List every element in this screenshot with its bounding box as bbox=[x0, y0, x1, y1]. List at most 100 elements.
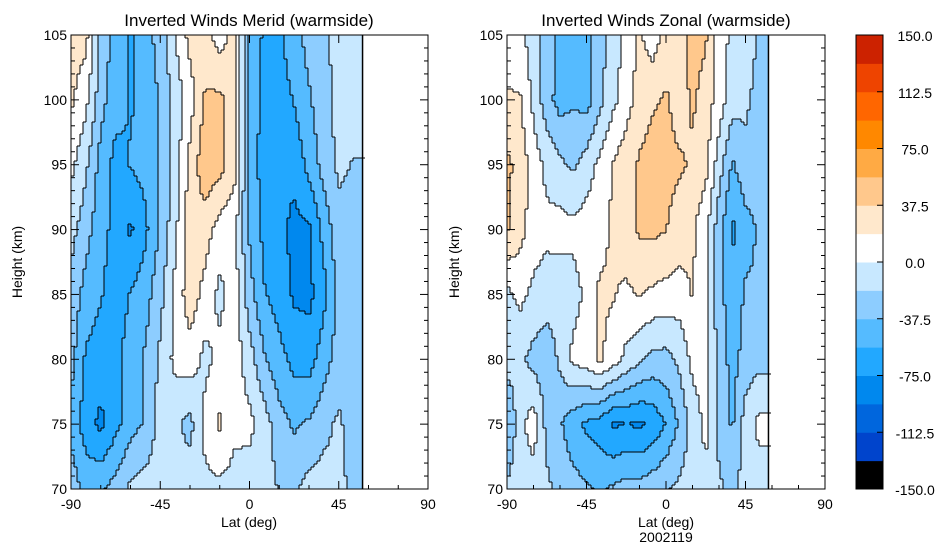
contour-cell bbox=[173, 350, 204, 354]
contour-cell bbox=[326, 287, 336, 291]
contour-line-segment bbox=[292, 101, 294, 104]
contour-cell bbox=[101, 134, 117, 138]
contour-line-segment bbox=[247, 122, 249, 125]
contour-line-segment bbox=[97, 38, 99, 41]
contour-cell bbox=[293, 104, 312, 108]
contour-cell bbox=[74, 161, 90, 165]
contour-line-segment bbox=[259, 218, 261, 221]
contour-line-segment bbox=[169, 173, 171, 176]
contour-cell bbox=[242, 242, 249, 246]
contour-cell bbox=[260, 50, 285, 54]
contour-line-segment bbox=[259, 53, 261, 56]
contour-cell bbox=[179, 56, 189, 60]
contour-cell bbox=[224, 44, 237, 48]
contour-line-segment bbox=[79, 302, 81, 305]
contour-cell bbox=[95, 176, 111, 180]
contour-cell bbox=[83, 62, 93, 66]
contour-line-segment bbox=[214, 182, 216, 185]
contour-line-segment bbox=[199, 134, 201, 137]
contour-cell bbox=[152, 452, 204, 456]
contour-cell bbox=[143, 350, 159, 354]
contour-line-segment bbox=[286, 356, 288, 359]
contour-line-segment bbox=[346, 173, 348, 176]
contour-cell bbox=[107, 230, 129, 234]
contour-cell bbox=[158, 344, 174, 348]
contour-cell bbox=[236, 143, 240, 147]
contour-cell bbox=[224, 470, 276, 474]
contour-line-segment bbox=[310, 182, 312, 185]
contour-line-segment bbox=[349, 161, 351, 164]
contour-line-segment bbox=[157, 89, 159, 92]
contour-line-segment bbox=[238, 320, 240, 323]
contour-cell bbox=[272, 440, 330, 444]
contour-cell bbox=[209, 191, 234, 195]
contour-line-segment bbox=[244, 281, 246, 284]
contour-line-segment bbox=[331, 74, 333, 77]
contour-cell bbox=[71, 368, 75, 372]
contour-line-segment bbox=[94, 203, 96, 206]
contour-line-segment bbox=[109, 197, 111, 200]
contour-cell bbox=[71, 131, 84, 135]
contour-line-segment bbox=[124, 329, 126, 332]
contour-cell bbox=[248, 221, 261, 225]
contour-line-segment bbox=[334, 416, 336, 419]
contour-cell bbox=[170, 146, 180, 150]
contour-line-segment bbox=[259, 326, 261, 329]
contour-line-segment bbox=[181, 137, 183, 140]
contour-cell bbox=[293, 302, 312, 306]
contour-line-segment bbox=[190, 134, 192, 137]
contour-cell bbox=[224, 164, 237, 168]
contour-cell bbox=[167, 59, 180, 63]
contour-line-segment bbox=[235, 74, 237, 77]
contour-line-segment bbox=[299, 139, 302, 141]
contour-line-segment bbox=[220, 173, 222, 176]
contour-line-segment bbox=[106, 251, 108, 254]
contour-cell bbox=[167, 245, 177, 249]
contour-cell bbox=[149, 317, 162, 321]
contour-line-segment bbox=[220, 320, 222, 323]
contour-cell bbox=[332, 98, 364, 102]
contour-line-segment bbox=[334, 164, 336, 167]
contour-line-segment bbox=[223, 113, 225, 116]
contour-line-segment bbox=[184, 197, 186, 200]
contour-cell bbox=[335, 320, 364, 324]
contour-line-segment bbox=[140, 187, 143, 189]
contour-cell bbox=[338, 176, 345, 180]
contour-line-segment bbox=[88, 77, 90, 80]
contour-cell bbox=[326, 284, 336, 288]
contour-cell bbox=[158, 176, 171, 180]
contour-line-segment bbox=[247, 92, 249, 95]
contour-line-segment bbox=[178, 161, 180, 164]
contour-line-segment bbox=[310, 251, 312, 254]
contour-cell bbox=[98, 62, 108, 66]
contour-line-segment bbox=[247, 206, 249, 209]
contour-cell bbox=[215, 290, 225, 294]
contour-line-segment bbox=[238, 62, 240, 65]
contour-line-segment bbox=[229, 194, 231, 197]
contour-line-segment bbox=[187, 50, 189, 53]
contour-cell bbox=[71, 239, 75, 243]
contour-cell bbox=[326, 299, 336, 303]
contour-cell bbox=[146, 224, 159, 228]
contour-cell bbox=[320, 332, 336, 336]
contour-cell bbox=[185, 266, 207, 270]
contour-cell bbox=[131, 440, 153, 444]
contour-cell bbox=[71, 203, 84, 207]
contour-cell bbox=[71, 305, 81, 309]
contour-cell bbox=[182, 425, 195, 429]
contour-cell bbox=[245, 50, 249, 54]
contour-line-segment bbox=[304, 65, 306, 68]
contour-cell bbox=[71, 125, 84, 129]
contour-cell bbox=[170, 188, 180, 192]
contour-cell bbox=[221, 50, 237, 54]
contour-line-segment bbox=[268, 416, 270, 419]
contour-line-segment bbox=[82, 362, 84, 365]
contour-line-segment bbox=[197, 175, 200, 177]
contour-line-segment bbox=[322, 317, 324, 320]
contour-line-segment bbox=[154, 251, 156, 254]
contour-cell bbox=[296, 110, 315, 114]
contour-line-segment bbox=[334, 320, 336, 323]
contour-cell bbox=[98, 68, 108, 72]
contour-cell bbox=[296, 200, 315, 204]
contour-cell bbox=[161, 320, 174, 324]
